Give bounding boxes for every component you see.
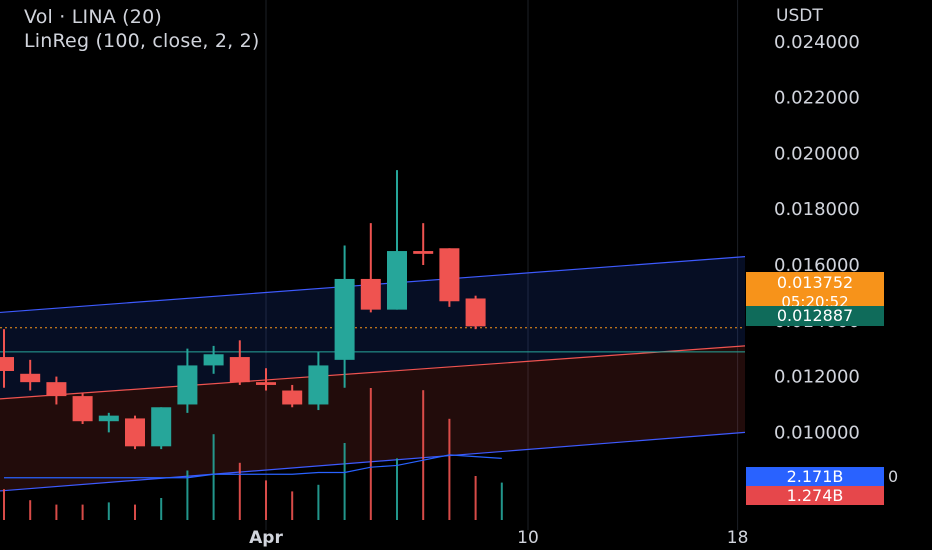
volume-bar-1 — [29, 500, 32, 520]
channel-lower-fill — [0, 345, 745, 491]
linreg-legend[interactable]: LinReg (100, close, 2, 2) — [24, 30, 260, 52]
volume-tag-b: 1.274B — [746, 486, 884, 505]
volume-bar-5 — [134, 504, 136, 520]
channel-middle-line — [0, 345, 746, 400]
volume-bar-4 — [107, 502, 110, 520]
candle-body-8 — [203, 354, 224, 366]
volume-tag-a: 2.171B — [746, 467, 884, 486]
volume-legend[interactable]: Vol · LINA (20) — [24, 6, 162, 28]
volume-bar-9 — [238, 462, 241, 520]
y-tick-label-4: 0.016000 — [774, 255, 860, 276]
x-tick-label-2: 18 — [727, 528, 749, 548]
candle-body-14 — [360, 278, 381, 310]
y-tick-label-5: 0.018000 — [774, 199, 860, 220]
candle-body-6 — [151, 407, 172, 447]
volume-bar-15 — [396, 458, 398, 520]
volume-bar-17 — [448, 418, 451, 520]
candle-body-5 — [125, 418, 145, 447]
volume-bar-11 — [291, 491, 294, 520]
channel-lower-line — [0, 431, 746, 492]
volume-bar-16 — [422, 390, 425, 520]
volume-bar-10 — [265, 480, 267, 520]
candle-body-11 — [282, 390, 303, 405]
volume-bar-3 — [81, 504, 84, 520]
volume-bar-0 — [3, 489, 5, 520]
volume-bar-14 — [369, 388, 372, 520]
close-price-tag: 0.012887 — [746, 306, 884, 326]
volume-bar-18 — [474, 476, 477, 520]
y-tick-label-6: 0.020000 — [774, 143, 860, 164]
candle-body-4 — [98, 415, 119, 422]
candle-body-9 — [229, 357, 250, 383]
volume-bar-8 — [212, 434, 215, 520]
candle-body-1 — [20, 373, 41, 383]
volume-bar-2 — [55, 504, 58, 520]
channel-upper-fill — [0, 256, 745, 399]
volume-bar-12 — [317, 484, 320, 520]
volume-ma-line — [4, 454, 502, 479]
candle-body-2 — [46, 382, 67, 397]
candle-body-7 — [177, 365, 198, 405]
candle-body-16 — [413, 251, 434, 254]
candle-body-17 — [439, 248, 460, 302]
y-tick-label-1: 0.010000 — [774, 422, 860, 443]
x-tick-label-0: Apr — [249, 528, 283, 548]
candle-body-12 — [308, 365, 329, 405]
y-tick-label-7: 0.022000 — [774, 88, 860, 109]
last-price-tag: 0.013752 — [746, 272, 884, 294]
volume-bar-7 — [186, 470, 189, 520]
candle-body-13 — [334, 278, 355, 360]
candle-body-0 — [0, 357, 14, 371]
candle-body-18 — [465, 298, 486, 327]
candle-body-3 — [72, 396, 93, 422]
y-tick-label-2: 0.012000 — [774, 367, 860, 388]
candle-body-15 — [387, 251, 407, 310]
candle-body-10 — [256, 382, 276, 385]
volume-bar-19 — [500, 482, 503, 520]
y-tick-label-8: 0.024000 — [774, 32, 860, 53]
x-tick-label-1: 10 — [517, 528, 539, 548]
currency-label: USDT — [776, 6, 823, 26]
volume-tag-tail: 0 — [888, 467, 899, 486]
volume-bar-6 — [160, 498, 163, 520]
volume-bar-13 — [343, 443, 346, 520]
